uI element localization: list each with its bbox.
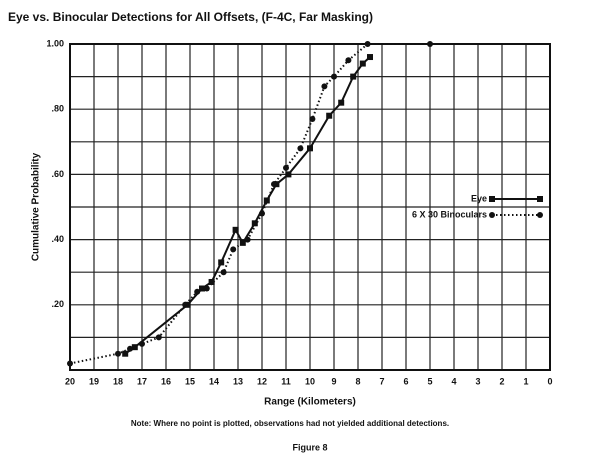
x-tick-label: 8 [355,376,360,386]
series-line [124,56,371,355]
circle-marker [331,73,337,80]
circle-marker [537,212,543,218]
circle-marker [203,285,210,292]
square-marker [359,60,366,67]
legend-label: Eye [471,193,487,203]
square-marker [326,112,333,119]
x-tick-label: 2 [499,376,504,386]
circle-marker [283,164,289,171]
circle-marker [194,288,201,295]
square-marker [239,239,246,246]
square-marker [338,99,345,106]
x-tick-label: 0 [547,376,552,386]
square-marker [489,196,495,202]
square-marker [367,54,373,61]
square-marker [218,259,225,266]
x-axis-label: Range (Kilometers) [264,397,356,408]
square-marker [131,344,138,351]
x-tick-label: 15 [185,376,195,386]
square-marker [307,145,313,152]
legend-label: 6 X 30 Binoculars [412,209,487,219]
circle-marker [489,212,495,218]
y-tick-label: 1.00 [46,38,64,48]
caption: Figure 8 [292,442,327,452]
square-marker [263,197,270,204]
circle-marker [230,246,237,253]
x-tick-label: 20 [65,376,75,386]
x-tick-label: 6 [403,376,408,386]
circle-marker [364,41,371,47]
x-tick-label: 3 [475,376,480,386]
circle-marker [220,269,227,276]
circle-marker [182,301,189,308]
x-tick-label: 18 [113,376,123,386]
square-marker [208,278,215,285]
circle-marker [139,340,145,347]
x-tick-label: 19 [89,376,99,386]
circle-marker [427,41,433,47]
circle-marker [155,334,162,341]
circle-marker [115,350,121,357]
y-tick-label: .40 [51,234,64,244]
y-tick-label: .20 [51,299,64,309]
square-marker [350,73,357,80]
x-tick-label: 14 [209,376,219,386]
circle-marker [244,236,251,243]
circle-marker [309,115,316,122]
x-tick-label: 1 [523,376,528,386]
x-tick-label: 12 [257,376,267,386]
square-marker [232,226,239,233]
x-tick-label: 7 [379,376,384,386]
plot-frame [69,43,551,371]
x-tick-label: 13 [233,376,243,386]
circle-marker [345,57,352,64]
x-tick-label: 16 [161,376,171,386]
x-tick-label: 4 [451,376,456,386]
series-line [69,43,430,365]
square-marker [199,285,205,292]
square-marker [122,350,129,357]
chart-title: Eye vs. Binocular Detections for All Off… [8,10,373,24]
circle-marker [321,83,328,90]
circle-marker [271,181,277,188]
x-tick-label: 11 [281,376,291,386]
note: Note: Where no point is plotted, observa… [131,419,449,428]
square-marker [285,171,292,178]
square-marker [537,196,543,202]
y-tick-label: .80 [51,104,64,114]
x-tick-label: 10 [305,376,315,386]
circle-marker [259,210,265,217]
x-tick-label: 17 [137,376,147,386]
y-axis-label: Cumulative Probability [31,152,42,261]
circle-marker [297,145,304,152]
y-tick-label: .60 [51,169,64,179]
circle-marker [67,360,73,367]
x-tick-label: 5 [427,376,432,386]
square-marker [251,220,258,227]
circle-marker [127,345,133,352]
x-tick-label: 9 [331,376,336,386]
